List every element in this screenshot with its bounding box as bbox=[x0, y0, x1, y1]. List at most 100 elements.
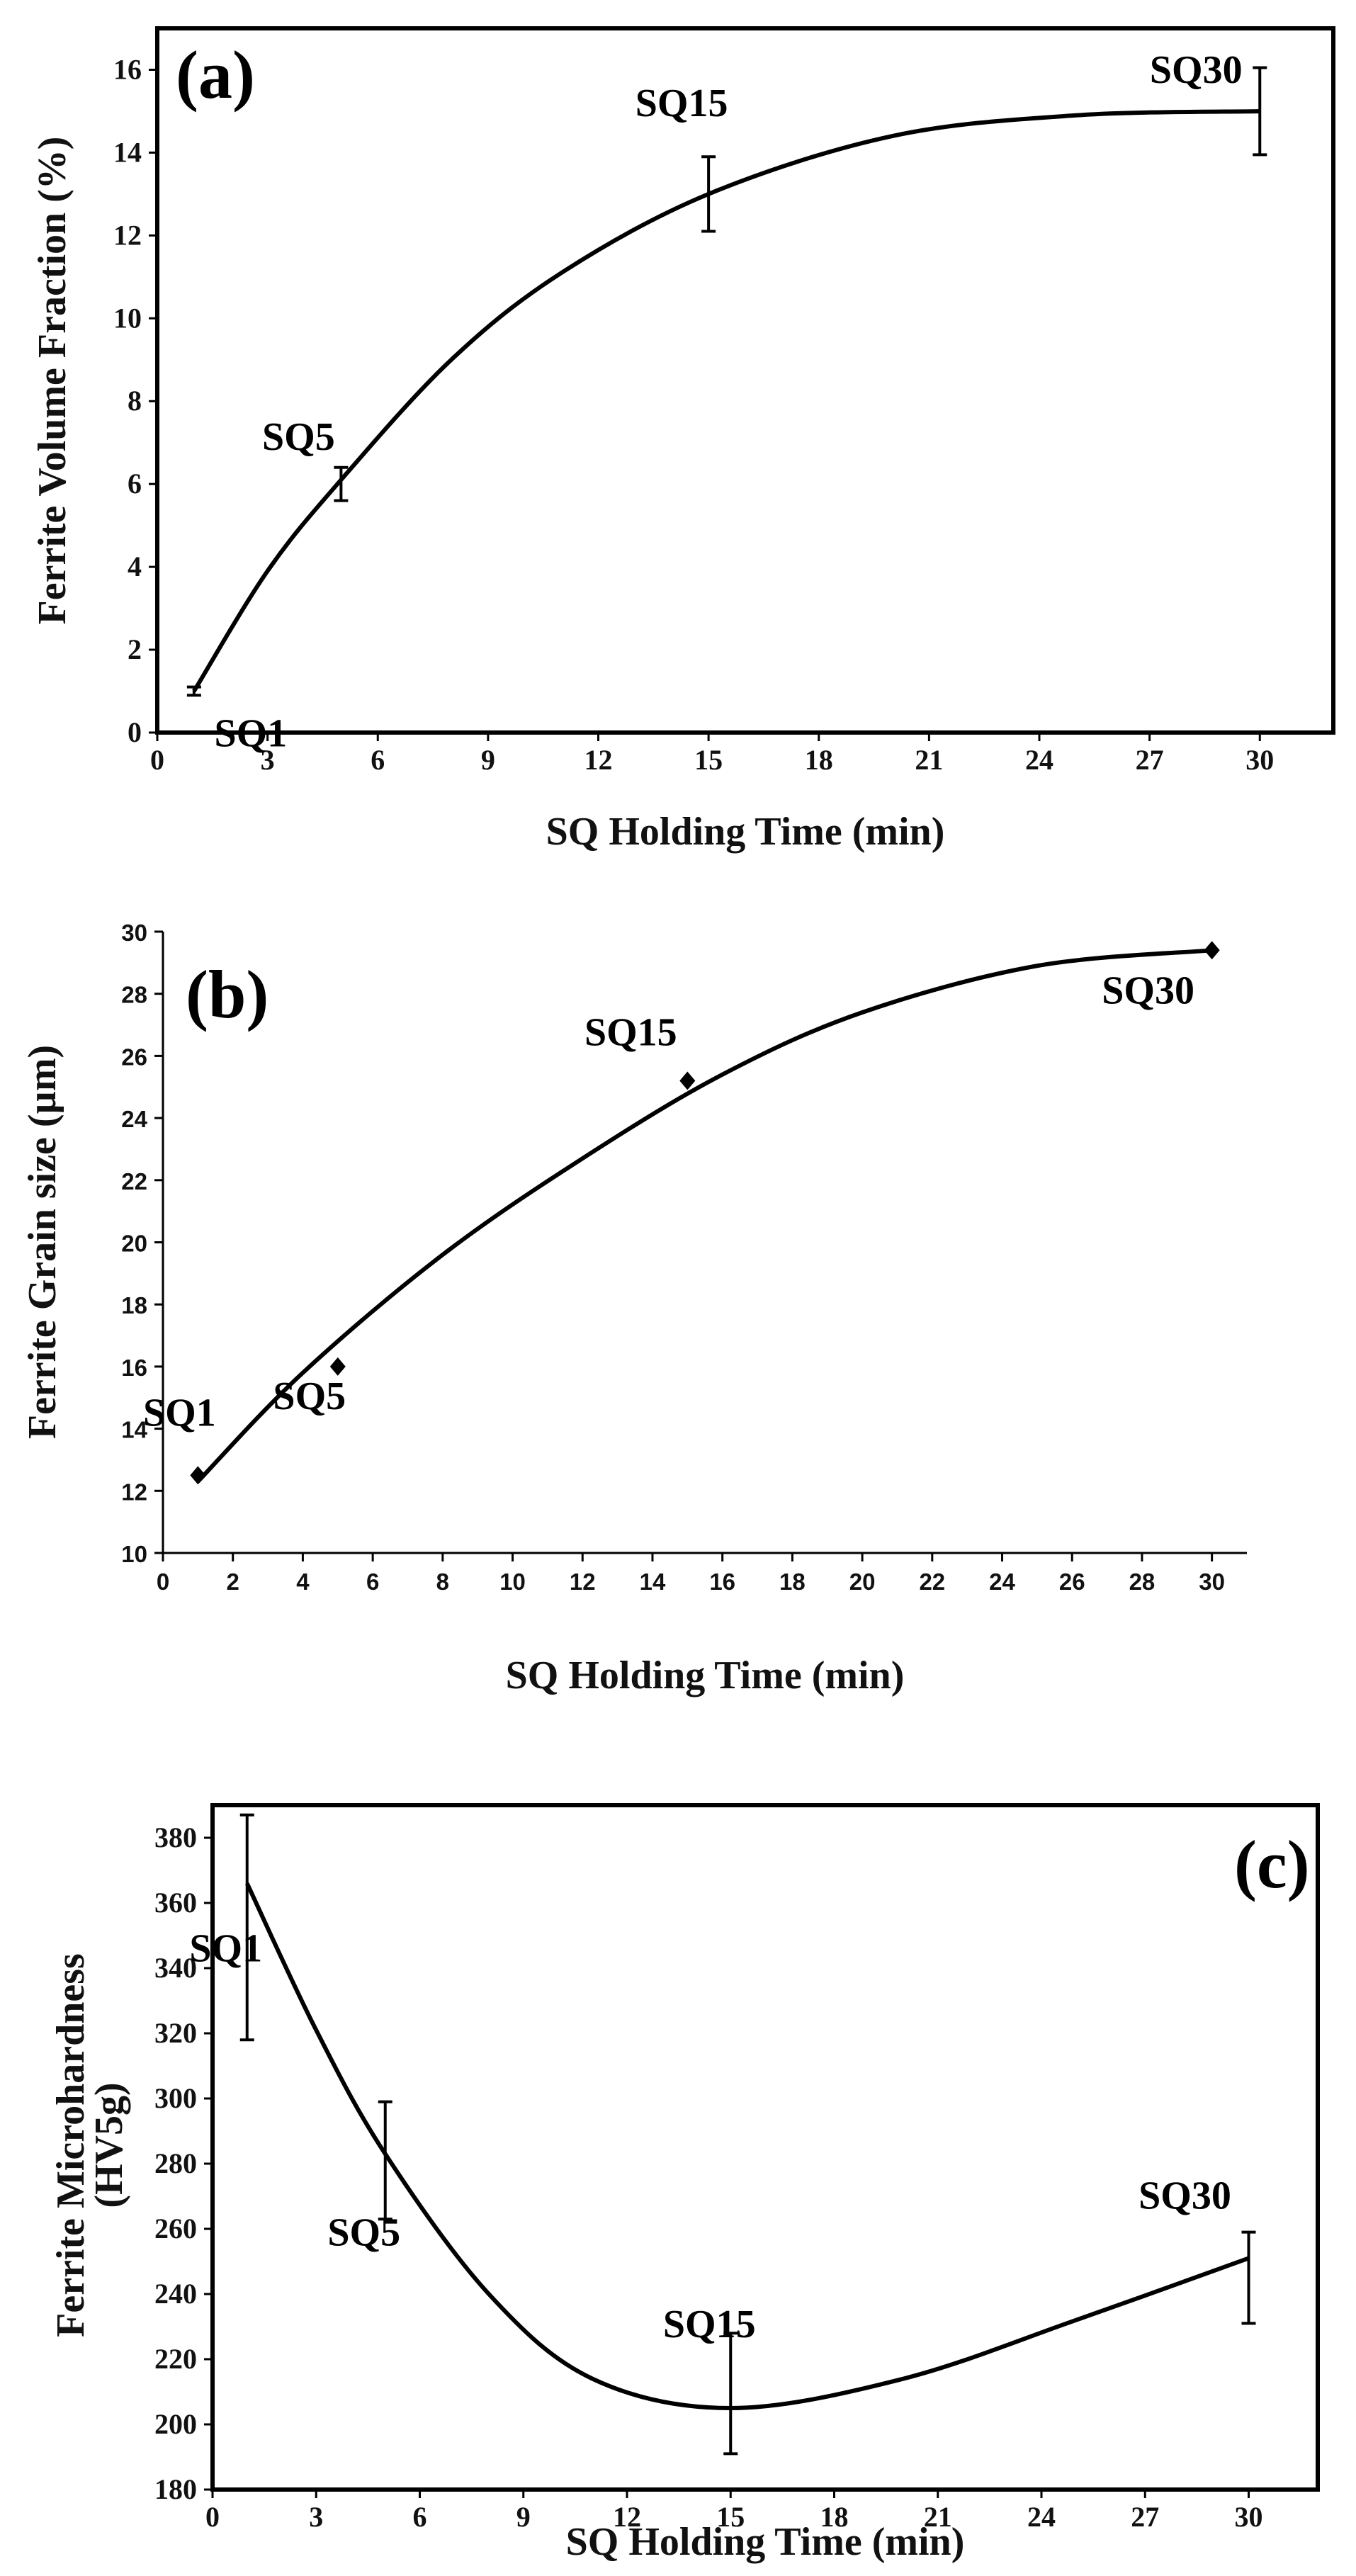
x-tick-label: 30 bbox=[1245, 744, 1274, 776]
y-tick-label: 220 bbox=[154, 2343, 197, 2375]
y-tick-label: 2 bbox=[128, 633, 142, 665]
x-tick-label: 15 bbox=[694, 744, 723, 776]
y-tick-label: 16 bbox=[113, 53, 142, 85]
point-label: SQ1 bbox=[215, 712, 288, 756]
x-tick-label: 18 bbox=[779, 1569, 806, 1595]
y-tick-label: 30 bbox=[121, 920, 147, 946]
y-tick-label: 24 bbox=[121, 1106, 147, 1132]
point-label: SQ15 bbox=[663, 2303, 756, 2346]
x-tick-label: 28 bbox=[1129, 1569, 1156, 1595]
y-tick-label: 260 bbox=[154, 2213, 197, 2244]
y-axis-title-line2: (HV5g) bbox=[87, 2082, 131, 2208]
y-tick-label: 14 bbox=[121, 1417, 147, 1443]
point-label: SQ1 bbox=[189, 1926, 262, 1970]
y-tick-label: 12 bbox=[121, 1479, 147, 1505]
y-axis-title-line1: Ferrite Microhardness bbox=[49, 1953, 93, 2337]
x-tick-label: 6 bbox=[366, 1569, 379, 1595]
y-tick-label: 200 bbox=[154, 2408, 197, 2440]
x-tick-label: 9 bbox=[516, 2501, 531, 2533]
y-tick-label: 10 bbox=[113, 302, 142, 334]
x-tick-label: 15 bbox=[716, 2501, 745, 2533]
x-tick-label: 16 bbox=[709, 1569, 735, 1595]
x-tick-label: 20 bbox=[849, 1569, 876, 1595]
y-tick-label: 340 bbox=[154, 1952, 197, 1984]
x-axis-title: SQ Holding Time (min) bbox=[546, 810, 945, 854]
x-tick-label: 24 bbox=[1025, 744, 1053, 776]
point-label: SQ30 bbox=[1102, 968, 1194, 1012]
y-tick-label: 10 bbox=[121, 1541, 147, 1567]
trend-line bbox=[245, 1882, 1250, 2411]
panel-tag: (b) bbox=[186, 956, 269, 1032]
y-tick-label: 18 bbox=[121, 1292, 147, 1318]
y-tick-label: 300 bbox=[154, 2082, 197, 2114]
x-tick-label: 12 bbox=[570, 1569, 596, 1595]
x-tick-label: 14 bbox=[640, 1569, 666, 1595]
x-tick-label: 9 bbox=[481, 744, 495, 776]
x-tick-label: 6 bbox=[413, 2501, 427, 2533]
x-tick-label: 24 bbox=[1027, 2501, 1056, 2533]
y-tick-label: 8 bbox=[128, 385, 142, 417]
data-point bbox=[190, 1466, 206, 1485]
x-tick-label: 18 bbox=[805, 744, 833, 776]
y-tick-label: 320 bbox=[154, 2017, 197, 2049]
x-tick-label: 10 bbox=[499, 1569, 526, 1595]
x-axis-title: SQ Holding Time (min) bbox=[566, 2520, 965, 2564]
x-tick-label: 0 bbox=[205, 2501, 220, 2533]
y-axis-title: Ferrite Grain size (µm) bbox=[21, 1045, 64, 1439]
y-tick-label: 240 bbox=[154, 2278, 197, 2310]
point-label: SQ5 bbox=[327, 2210, 400, 2254]
y-tick-label: 22 bbox=[121, 1168, 147, 1194]
y-tick-label: 180 bbox=[154, 2473, 197, 2505]
y-tick-label: 16 bbox=[121, 1355, 147, 1381]
plot-frame bbox=[155, 26, 1335, 735]
x-tick-label: 0 bbox=[157, 1569, 169, 1595]
y-tick-label: 20 bbox=[121, 1231, 147, 1257]
x-tick-label: 18 bbox=[820, 2501, 849, 2533]
point-label: SQ30 bbox=[1139, 2174, 1231, 2218]
x-tick-label: 8 bbox=[436, 1569, 449, 1595]
point-label: SQ5 bbox=[273, 1374, 346, 1418]
x-axis-title: SQ Holding Time (min) bbox=[506, 1654, 905, 1697]
x-tick-label: 27 bbox=[1131, 2501, 1159, 2533]
point-label: SQ30 bbox=[1150, 48, 1243, 92]
data-point bbox=[679, 1071, 696, 1090]
x-tick-label: 30 bbox=[1235, 2501, 1263, 2533]
panel-tag: (a) bbox=[176, 37, 255, 113]
point-label: SQ15 bbox=[584, 1010, 677, 1054]
y-tick-label: 280 bbox=[154, 2147, 197, 2179]
x-tick-label: 21 bbox=[924, 2501, 952, 2533]
x-tick-label: 21 bbox=[915, 744, 943, 776]
trend-line bbox=[196, 948, 1212, 1484]
chart-c: 180 200 220 240 260 280 300 320 340 360 380 0 3 6 9 12 1… bbox=[49, 1803, 1320, 2564]
y-tick-label: 4 bbox=[128, 550, 142, 582]
x-tick-label: 24 bbox=[989, 1569, 1015, 1595]
x-tick-label: 2 bbox=[227, 1569, 239, 1595]
x-tick-label: 3 bbox=[261, 744, 275, 776]
x-tick-label: 6 bbox=[371, 744, 385, 776]
point-label: SQ5 bbox=[262, 415, 335, 459]
x-tick-label: 0 bbox=[150, 744, 164, 776]
x-tick-label: 26 bbox=[1059, 1569, 1085, 1595]
x-tick-label: 22 bbox=[919, 1569, 945, 1595]
y-tick-label: 380 bbox=[154, 1821, 197, 1853]
point-label: SQ1 bbox=[143, 1391, 216, 1435]
y-tick-label: 26 bbox=[121, 1044, 147, 1070]
y-axis-title: Ferrite Volume Fraction (%) bbox=[30, 137, 74, 625]
x-tick-label: 12 bbox=[613, 2501, 641, 2533]
x-tick-label: 30 bbox=[1199, 1569, 1225, 1595]
x-tick-label: 3 bbox=[309, 2501, 323, 2533]
x-tick-label: 12 bbox=[584, 744, 613, 776]
y-axis-title: Ferrite Microhardness(HV5g) bbox=[49, 1953, 131, 2337]
y-tick-label: 12 bbox=[113, 219, 142, 251]
trend-line bbox=[192, 108, 1260, 693]
x-tick-label: 27 bbox=[1136, 744, 1164, 776]
y-tick-label: 360 bbox=[154, 1887, 197, 1919]
x-tick-label: 4 bbox=[296, 1569, 310, 1595]
plot-frame bbox=[210, 1803, 1320, 2492]
y-tick-label: 0 bbox=[128, 716, 142, 748]
y-tick-label: 6 bbox=[128, 468, 142, 499]
data-point bbox=[1204, 941, 1220, 960]
point-label: SQ15 bbox=[635, 81, 728, 125]
